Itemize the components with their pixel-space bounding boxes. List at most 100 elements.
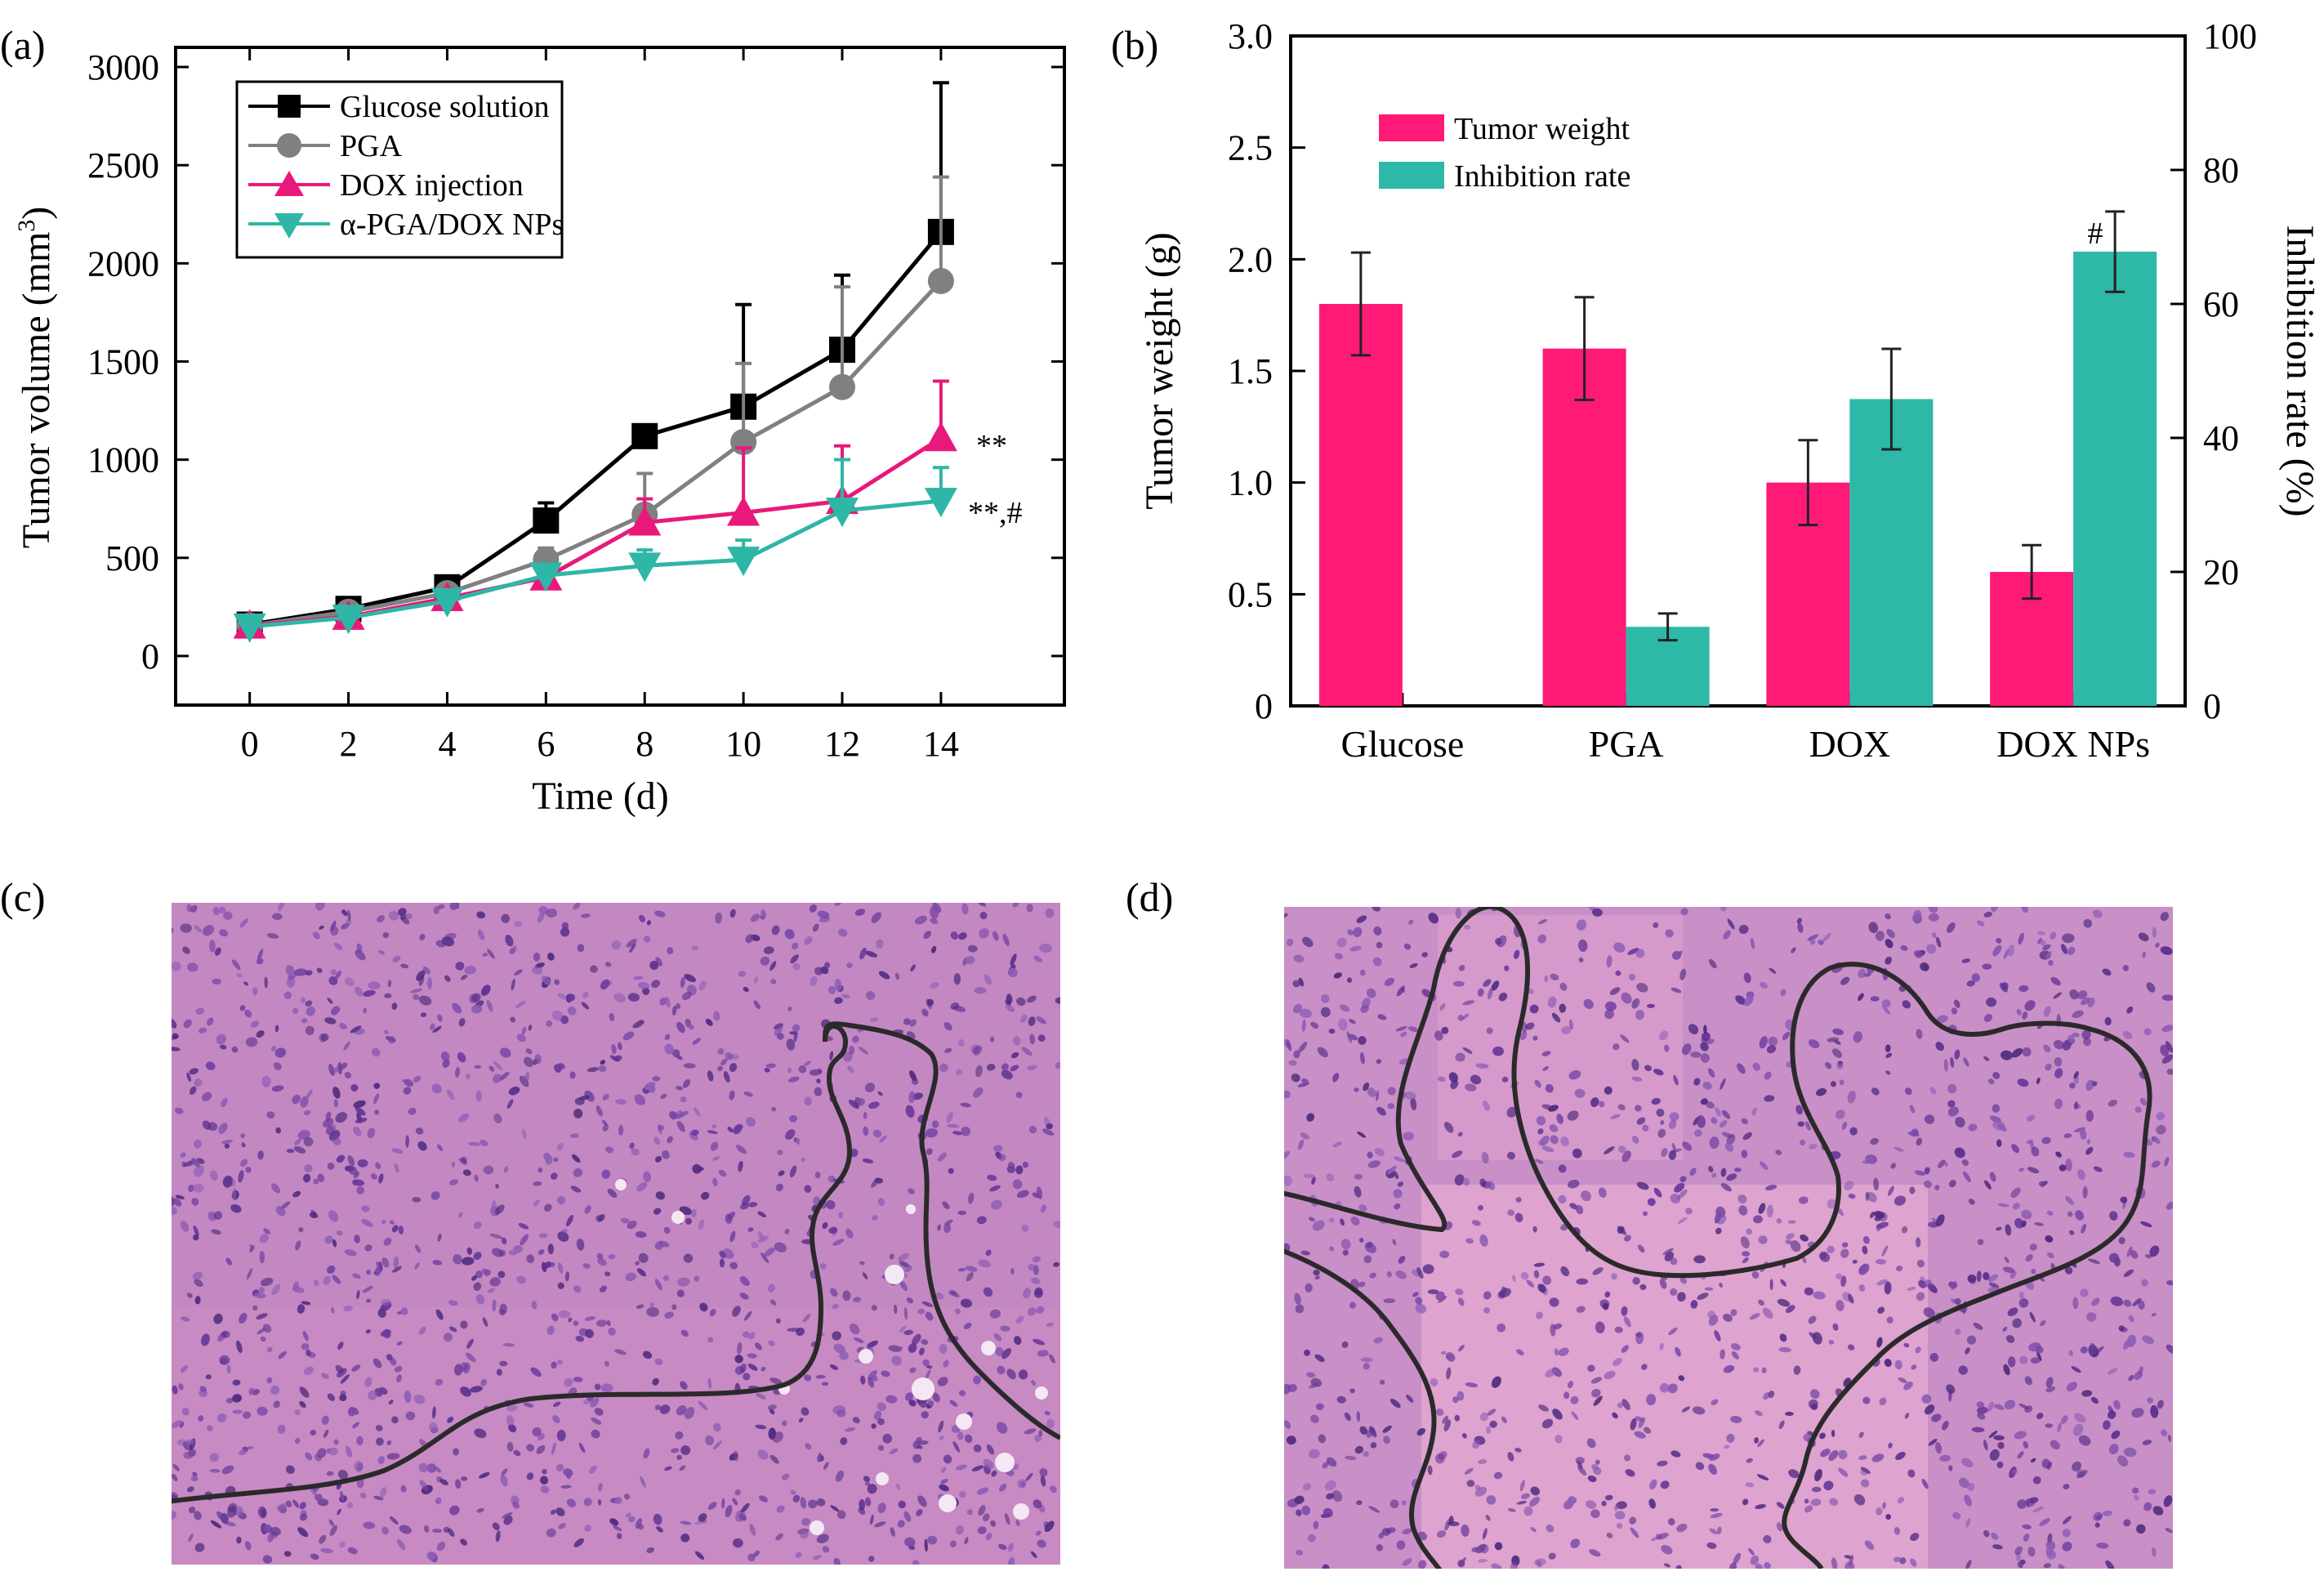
histology-c-nucleus-866 (378, 1173, 384, 1184)
histology-c-nucleus-1460 (771, 925, 780, 935)
histology-c-nucleus-715 (643, 1171, 652, 1182)
histology-d-nucleus-1275 (1795, 1105, 1803, 1115)
histology-c-nucleus-1080 (510, 1016, 516, 1023)
histology-d-nucleus-1012 (1587, 1364, 1595, 1373)
histology-d-nucleus-1278 (1760, 1161, 1769, 1170)
histology-d-nucleus-1191 (2151, 1312, 2157, 1317)
histology-d-nucleus-743 (1976, 1406, 1988, 1414)
histology-c-nucleus-1169 (775, 1533, 783, 1541)
histology-d-nucleus-984 (1356, 1500, 1363, 1506)
histology-d-nucleus-1149 (1720, 1183, 1733, 1192)
histology-d-nucleus-368 (1590, 1509, 1600, 1519)
histology-d-nucleus-1039 (2003, 1364, 2010, 1376)
histology-d-nucleus-1094 (1966, 980, 1975, 987)
histology-c-nucleus-727 (990, 1036, 995, 1043)
histology-c-nucleus-38 (452, 1002, 462, 1014)
histology-d-nucleus-1032 (2057, 1422, 2062, 1433)
histology-d-nucleus-1113 (1542, 1275, 1552, 1285)
histology-c-nucleus-1426 (949, 1400, 958, 1407)
histology-c-nucleus-1156 (590, 1397, 600, 1408)
plot-b-ytick-left-label-6: 3.0 (1228, 16, 1273, 56)
histology-c-nucleus-358 (278, 1351, 287, 1360)
histology-c-nucleus-908 (361, 1205, 370, 1212)
histology-d-nucleus-531 (2166, 1069, 2173, 1075)
histology-d-nucleus-354 (1372, 957, 1382, 967)
histology-c-nucleus-597 (398, 1226, 404, 1235)
histology-c-nucleus-423 (366, 1269, 371, 1275)
histology-d-nucleus-793 (1983, 1013, 1993, 1023)
histology-d-nucleus-433 (1604, 1086, 1613, 1095)
histology-c-nucleus-342 (431, 1083, 442, 1094)
histology-c-nucleus-216 (939, 1484, 949, 1492)
histology-d-nucleus-806 (1750, 937, 1755, 949)
histology-d-nucleus-1099 (2032, 1476, 2041, 1485)
histology-d-nucleus-1124 (1536, 1560, 1542, 1568)
histology-c-nucleus-1458 (542, 975, 551, 985)
histology-c-vacuole-13 (906, 1204, 916, 1214)
histology-d-nucleus-1015 (1741, 1150, 1748, 1159)
histology-d-nucleus-773 (1954, 1297, 1961, 1305)
histology-c-nucleus-177 (556, 1195, 566, 1205)
histology-d-nucleus-1196 (1910, 1533, 1920, 1542)
histology-c-nucleus-769 (1049, 1354, 1055, 1364)
plot-b-ylabel-right: Inhibition rate (%) (2278, 225, 2322, 516)
histology-d-nucleus-1131 (1670, 1257, 1678, 1266)
histology-d-nucleus-863 (2128, 1374, 2134, 1382)
histology-d-nucleus-207 (1885, 913, 1891, 920)
histology-d-nucleus-554 (2113, 1400, 2121, 1410)
histology-c-nucleus-116 (476, 911, 486, 919)
histology-c-nucleus-974 (792, 1024, 801, 1032)
histology-c-nucleus-227 (429, 1422, 438, 1433)
histology-c-nucleus-888 (735, 1509, 746, 1522)
histology-d-nucleus-958 (1366, 988, 1376, 998)
histology-c-nucleus-569 (260, 1277, 274, 1287)
histology-d-nucleus-458 (1876, 1337, 1883, 1348)
histology-c-nucleus-711 (813, 1555, 822, 1560)
histology-c-nucleus-855 (1037, 1034, 1046, 1043)
histology-c-nucleus-802 (350, 1084, 359, 1092)
histology-c-nucleus-933 (921, 1339, 929, 1346)
panel-c-histology: (c) (0, 874, 1060, 1565)
histology-c-nucleus-40 (662, 1275, 669, 1281)
histology-c-nucleus-1010 (633, 976, 644, 980)
histology-c-nucleus-1011 (202, 1120, 212, 1130)
histology-c-nucleus-927 (705, 1435, 714, 1446)
histology-c-nucleus-480 (694, 1107, 701, 1117)
histology-d-nucleus-405 (1697, 1293, 1709, 1300)
histology-c-nucleus-903 (552, 1401, 561, 1408)
histology-d-nucleus-233 (2024, 1000, 2036, 1011)
histology-d-nucleus-306 (2022, 1524, 2032, 1529)
histology-c-nucleus-46 (604, 962, 612, 967)
histology-c-nucleus-1314 (613, 1055, 622, 1062)
histology-c-nucleus-783 (186, 1072, 191, 1082)
histology-c-nucleus-68 (192, 1271, 203, 1280)
histology-d-nucleus-355 (2030, 1357, 2041, 1364)
histology-d-nucleus-53 (1458, 1344, 1465, 1352)
histology-d-nucleus-1195 (1533, 1262, 1546, 1267)
histology-c-nucleus-858 (1023, 1288, 1031, 1299)
histology-d-nucleus-99 (2085, 1079, 2094, 1092)
histology-c-nucleus-985 (446, 1089, 455, 1101)
histology-d-nucleus-252 (1679, 1276, 1688, 1284)
histology-d-nucleus-1297 (2160, 912, 2169, 922)
histology-d-nucleus-1091 (1545, 1368, 1557, 1377)
histology-d-nucleus-509 (1746, 1458, 1753, 1463)
histology-d-nucleus-370 (1646, 1394, 1657, 1406)
histology-d-nucleus-535 (1726, 1173, 1737, 1181)
histology-c-nucleus-851 (193, 1164, 204, 1177)
histology-c-nucleus-1164 (475, 1270, 484, 1279)
histology-c-nucleus-50 (432, 1528, 443, 1534)
histology-d-nucleus-213 (2090, 1396, 2099, 1404)
histology-c-nucleus-77 (602, 1123, 609, 1132)
histology-d-nucleus-1105 (1675, 1565, 1682, 1569)
histology-c-nucleus-3 (210, 1520, 222, 1529)
histology-c-nucleus-249 (423, 1525, 430, 1533)
histology-d-nucleus-6 (2050, 931, 2057, 940)
histology-d-nucleus-540 (2031, 1268, 2036, 1275)
histology-d-nucleus-1266 (2036, 931, 2046, 935)
histology-c-nucleus-718 (214, 947, 221, 956)
histology-c-nucleus-599 (584, 1205, 591, 1214)
histology-d-nucleus-257 (1443, 1419, 1452, 1432)
histology-d-nucleus-1173 (1677, 1292, 1686, 1302)
histology-c-nucleus-1272 (347, 1155, 355, 1167)
